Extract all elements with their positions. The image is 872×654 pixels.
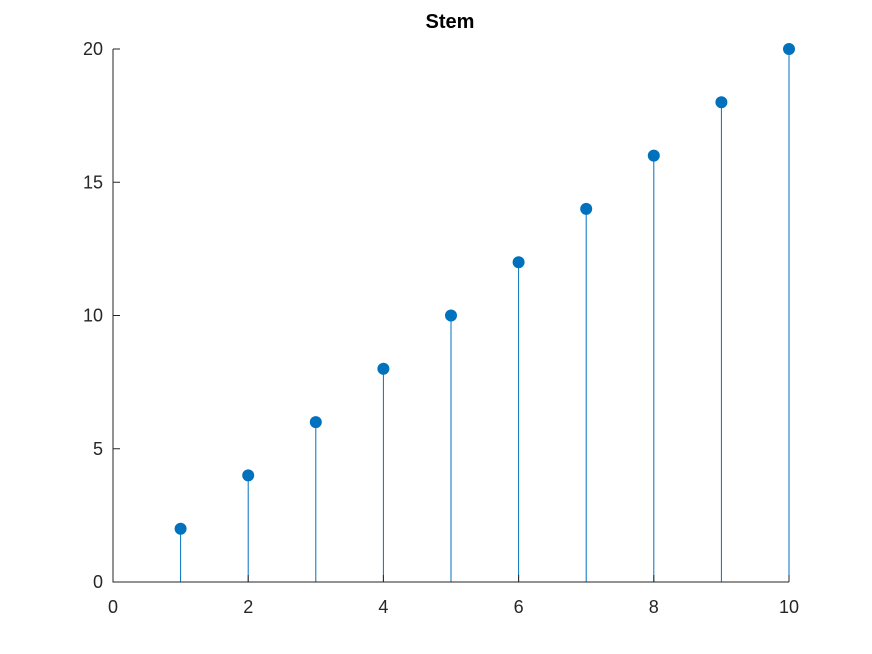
x-tick-label: 8 [649, 597, 659, 617]
x-tick-label: 2 [243, 597, 253, 617]
x-tick-label: 0 [108, 597, 118, 617]
stem-marker [445, 309, 457, 322]
stem-marker [377, 362, 390, 375]
x-tick-label: 4 [378, 597, 388, 617]
x-tick-label: 6 [514, 597, 524, 617]
y-axis: 0 5 10 15 20 [83, 39, 120, 592]
stem-marker [309, 416, 322, 429]
stem-marker [512, 256, 525, 269]
plot-area: 0 2 4 6 8 10 0 5 10 15 20 [83, 39, 799, 617]
x-axis: 0 2 4 6 8 10 [108, 575, 799, 617]
stem-marker [783, 43, 795, 55]
y-tick-label: 5 [93, 439, 103, 459]
stem-marker [647, 149, 660, 162]
chart-title: Stem [426, 11, 475, 33]
y-tick-label: 15 [83, 172, 103, 192]
y-tick-label: 20 [83, 39, 103, 59]
stem-marker [580, 202, 593, 215]
stem-marker [715, 96, 728, 109]
stem-series [174, 43, 795, 582]
y-tick-label: 10 [83, 306, 103, 326]
stem-marker [174, 522, 187, 535]
x-tick-label: 10 [779, 597, 799, 617]
y-tick-label: 0 [93, 572, 103, 592]
stem-marker [242, 469, 255, 482]
